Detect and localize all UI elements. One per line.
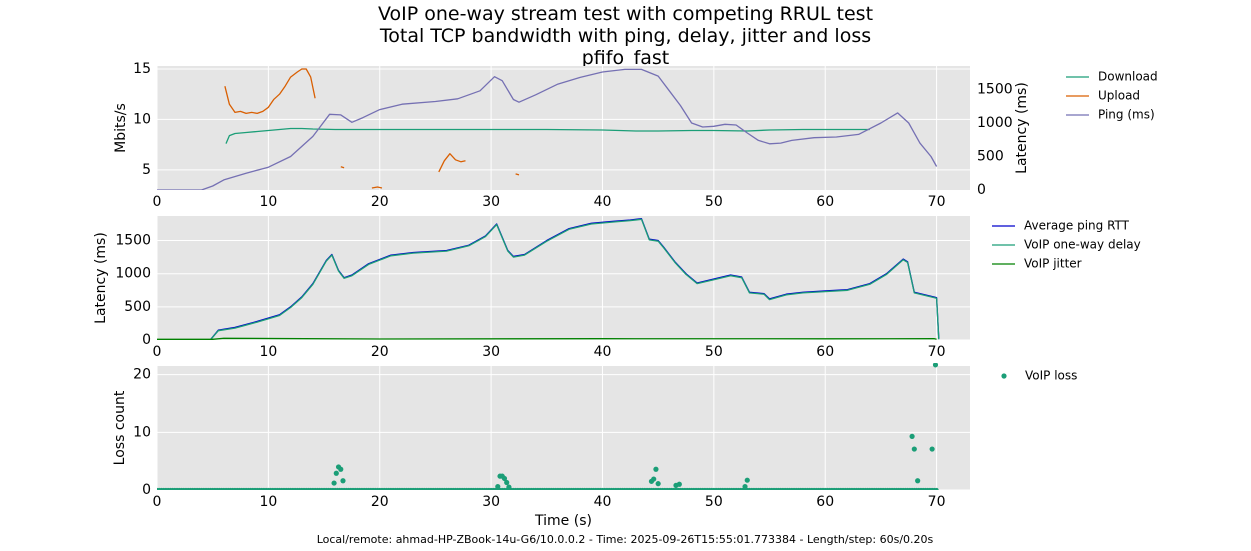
panel2-legend-label: Average ping RTT bbox=[1024, 219, 1130, 233]
panel1-upload-line bbox=[515, 173, 520, 176]
panel2-y-tick-label: 1000 bbox=[115, 266, 151, 282]
panel3-voip-loss-point bbox=[932, 363, 939, 368]
panel3-voip-loss-point bbox=[501, 475, 508, 482]
panel3-voip-loss-point bbox=[909, 433, 915, 439]
panel1-legend-label: Ping (ms) bbox=[1098, 108, 1155, 122]
panel3-voip-loss-point bbox=[915, 478, 921, 484]
panel1-upload-line bbox=[438, 153, 466, 173]
panel1-x-tick-label: 20 bbox=[371, 194, 389, 210]
panel1-legend-label: Upload bbox=[1098, 89, 1140, 103]
panel3-x-tick-label: 10 bbox=[259, 494, 277, 510]
panel1-x-tick-label: 10 bbox=[259, 194, 277, 210]
panel1-plot-area bbox=[157, 66, 970, 190]
panel1-y-tick-label: 10 bbox=[133, 111, 151, 127]
panel1-y2-axis-label: Latency (ms) bbox=[1014, 82, 1030, 174]
panel3-y-tick-label: 10 bbox=[133, 424, 151, 440]
panel3-voip-loss-point bbox=[504, 479, 510, 486]
panel1-y-tick-label: 15 bbox=[133, 61, 151, 77]
panel2-x-tick-label: 10 bbox=[259, 344, 277, 360]
panel3-voip-loss-point bbox=[742, 483, 748, 490]
panel1-ping-ms-line bbox=[157, 68, 938, 190]
panel3-voip-loss-point bbox=[495, 483, 501, 490]
panel1-y2-tick-label: 0 bbox=[977, 182, 986, 198]
chart-title-line3: pfifo_fast bbox=[581, 47, 670, 69]
footer-metadata: Local/remote: ahmad-HP-ZBook-14u-G6/10.0… bbox=[317, 533, 934, 546]
panel3-plot-area bbox=[157, 366, 970, 490]
panel1-download-line bbox=[225, 127, 870, 144]
panel2-y-tick-label: 0 bbox=[142, 332, 151, 348]
chart-title-line2: Total TCP bandwidth with ping, delay, ji… bbox=[379, 25, 872, 47]
panel3-voip-loss-point bbox=[653, 466, 659, 472]
panel1-x-tick-label: 0 bbox=[153, 194, 162, 210]
panel2-x-tick-label: 20 bbox=[371, 344, 389, 360]
panel3-voip-loss-point bbox=[651, 476, 657, 482]
panel1-x-tick-label: 50 bbox=[705, 194, 723, 210]
panel2-x-tick-label: 0 bbox=[153, 344, 162, 360]
panel1-upload-line bbox=[340, 166, 345, 169]
panel1-y-tick-label: 5 bbox=[142, 162, 151, 178]
panel3-voip-loss-point bbox=[929, 446, 935, 452]
panel3-legend-label: VoIP loss bbox=[1025, 369, 1077, 383]
panel1-y-axis-label: Mbits/s bbox=[113, 103, 129, 153]
panel3-legend-marker bbox=[1001, 373, 1007, 379]
panel3-series-group bbox=[157, 363, 939, 490]
panel3-x-tick-label: 30 bbox=[482, 494, 500, 510]
panel1-x-tick-label: 40 bbox=[594, 194, 612, 210]
panel3-y-tick-label: 0 bbox=[142, 482, 151, 498]
panel1-y2-tick-label: 1500 bbox=[977, 81, 1013, 97]
panel2-y-tick-label: 500 bbox=[124, 299, 151, 315]
panel3-voip-loss-point bbox=[744, 477, 750, 483]
panel2-voip-jitter-line bbox=[157, 337, 937, 340]
panel1-x-tick-label: 30 bbox=[482, 194, 500, 210]
panel2-x-tick-label: 70 bbox=[928, 344, 946, 360]
panel3-x-tick-label: 40 bbox=[594, 494, 612, 510]
panel1-legend-label: Download bbox=[1098, 70, 1158, 84]
panel3-voip-loss-point bbox=[338, 466, 344, 472]
panel3-voip-loss-point bbox=[340, 478, 346, 484]
panel2-x-tick-label: 60 bbox=[816, 344, 834, 360]
panel3-x-tick-label: 50 bbox=[705, 494, 723, 510]
panel2-y-tick-label: 1500 bbox=[115, 233, 151, 249]
panel1-y2-tick-label: 500 bbox=[977, 148, 1004, 164]
panel3-x-axis-label: Time (s) bbox=[534, 513, 592, 529]
panel3-y-tick-label: 20 bbox=[133, 367, 151, 383]
panel1-y2-tick-label: 1000 bbox=[977, 115, 1013, 131]
panel2-x-tick-label: 30 bbox=[482, 344, 500, 360]
panel3-voip-loss-point bbox=[655, 481, 661, 487]
panel3-voip-loss-point bbox=[506, 484, 512, 490]
panel3-y-axis-label: Loss count bbox=[112, 390, 128, 465]
panel3-voip-loss-zero-point bbox=[934, 487, 939, 490]
panel3-x-tick-label: 0 bbox=[153, 494, 162, 510]
panel3-voip-loss-point bbox=[331, 480, 337, 486]
panel1-upload-line bbox=[371, 186, 383, 189]
panel2-series-group bbox=[157, 218, 940, 340]
panel2-y-axis-label: Latency (ms) bbox=[93, 232, 109, 324]
panel2-x-tick-label: 50 bbox=[705, 344, 723, 360]
panel3-voip-loss-point bbox=[911, 446, 917, 452]
chart-title-line1: VoIP one-way stream test with competing … bbox=[377, 3, 874, 25]
panel3-voip-loss-point bbox=[676, 481, 682, 487]
panel1-x-tick-label: 60 bbox=[816, 194, 834, 210]
panel3-voip-loss-point bbox=[333, 470, 339, 476]
panel1-x-tick-label: 70 bbox=[928, 194, 946, 210]
panel3-x-tick-label: 20 bbox=[371, 494, 389, 510]
panel2-x-tick-label: 40 bbox=[594, 344, 612, 360]
panel1-series-group bbox=[157, 68, 938, 190]
panel2-legend-label: VoIP one-way delay bbox=[1024, 238, 1141, 252]
panel3-x-tick-label: 60 bbox=[816, 494, 834, 510]
panel3-x-tick-label: 70 bbox=[928, 494, 946, 510]
panel1-upload-line bbox=[224, 68, 316, 115]
panel2-voip-one-way-delay-line bbox=[157, 218, 940, 340]
panel2-plot-area bbox=[157, 216, 970, 340]
panel2-legend-label: VoIP jitter bbox=[1024, 257, 1082, 271]
